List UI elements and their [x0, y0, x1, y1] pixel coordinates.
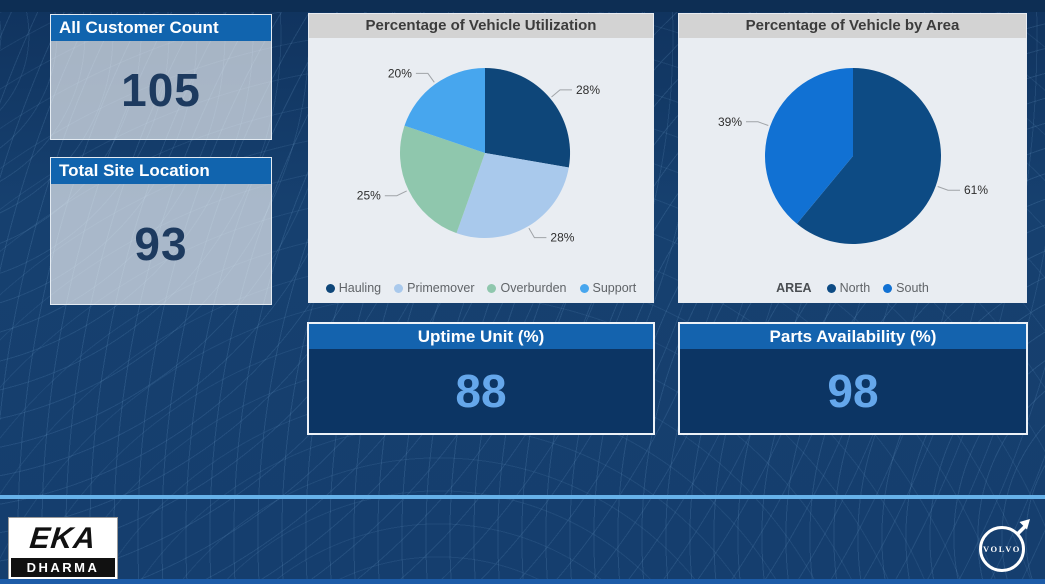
pie-label-leader [746, 121, 769, 126]
volvo-arrow-head [1019, 519, 1030, 530]
chart-panel-vehicle-utilization: Percentage of Vehicle Utilization 28% 28%… [308, 13, 654, 303]
pie-data-label: 20% [388, 66, 412, 80]
legend-dot-icon [579, 283, 589, 293]
volvo-circle [979, 526, 1025, 572]
legend-title: AREA [776, 281, 812, 295]
kpi-card-value: 98 [827, 365, 879, 417]
pie-data-label: 28% [550, 231, 574, 245]
volvo-iron-mark-icon: VOLVO [979, 519, 1030, 572]
stat-card-value: 105 [121, 64, 201, 116]
stat-card-total-site-location: Total Site Location 93 [50, 157, 272, 305]
stat-card-body: 93 [51, 184, 271, 304]
pie-data-label: 61% [964, 183, 988, 197]
pie-label-leader [415, 72, 435, 83]
legend-label: North [839, 281, 871, 295]
volvo-wordmark: VOLVO [983, 544, 1021, 554]
kpi-card-body: 88 [309, 349, 653, 433]
chart-panel-vehicle-by-area: Percentage of Vehicle by Area 61% 39% ARE… [678, 13, 1027, 303]
eka-dharma-logo: EKA DHARMA [8, 517, 118, 580]
dharma-logo-text: DHARMA [11, 558, 115, 577]
chart-title: Percentage of Vehicle by Area [679, 14, 1026, 38]
legend-label: Overburden [500, 281, 567, 295]
chart-legend: AREA North South [679, 281, 1026, 295]
legend-dot-icon [826, 283, 836, 293]
chart-legend: Hauling Primemover Overburden Support [309, 281, 653, 295]
kpi-card-title: Parts Availability (%) [680, 324, 1026, 349]
bottom-strip [0, 579, 1045, 584]
pie-slice-support[interactable] [404, 68, 486, 153]
pie-slice-primemover[interactable] [456, 153, 569, 239]
stat-card-all-customer-count: All Customer Count 105 [50, 14, 272, 140]
legend-dot-icon [325, 283, 335, 293]
legend-item-support[interactable]: Support [579, 281, 637, 295]
kpi-card-body: 98 [680, 349, 1026, 433]
stat-card-title: All Customer Count [51, 15, 271, 41]
pie-label-leader [551, 89, 572, 98]
kpi-card-uptime-unit: Uptime Unit (%) 88 [307, 322, 655, 435]
pie-label-leader [937, 186, 960, 191]
legend-item-overburden[interactable]: Overburden [487, 281, 567, 295]
volvo-logo: VOLVO [975, 516, 1033, 576]
legend-dot-icon [487, 283, 497, 293]
pie-label-leader [384, 190, 407, 197]
kpi-card-parts-availability: Parts Availability (%) 98 [678, 322, 1028, 435]
pie-slice-hauling[interactable] [485, 67, 571, 168]
pie-data-label: 39% [718, 115, 742, 129]
legend-item-primemover[interactable]: Primemover [394, 281, 474, 295]
pie-chart-vehicle-by-area: 61% 39% [718, 68, 988, 244]
chart-title: Percentage of Vehicle Utilization [309, 14, 653, 38]
pie-chart-vehicle-utilization: 28% 28% 25% 20% [357, 66, 601, 245]
legend-dot-icon [883, 283, 893, 293]
stat-card-body: 105 [51, 41, 271, 139]
kpi-card-title: Uptime Unit (%) [309, 324, 653, 349]
pie-slice-overburden[interactable] [399, 125, 485, 234]
stat-card-value: 93 [134, 218, 188, 270]
legend-label: Support [592, 281, 637, 295]
legend-label: South [896, 281, 929, 295]
pie-data-label: 28% [576, 83, 600, 97]
pie-slice-north[interactable] [796, 68, 941, 244]
eka-logo-text: EKA [28, 522, 98, 555]
legend-item-south[interactable]: South [883, 281, 929, 295]
legend-label: Hauling [338, 281, 382, 295]
pie-slice-south[interactable] [764, 68, 853, 224]
legend-label: Primemover [407, 281, 475, 295]
legend-dot-icon [394, 283, 404, 293]
pie-label-leader [528, 227, 547, 239]
legend-item-hauling[interactable]: Hauling [325, 281, 382, 295]
top-strip [0, 0, 1045, 12]
footer-separator-line [0, 495, 1045, 499]
legend-item-north[interactable]: North [826, 281, 871, 295]
pie-data-label: 25% [357, 189, 381, 203]
stat-card-title: Total Site Location [51, 158, 271, 184]
kpi-card-value: 88 [455, 365, 507, 417]
